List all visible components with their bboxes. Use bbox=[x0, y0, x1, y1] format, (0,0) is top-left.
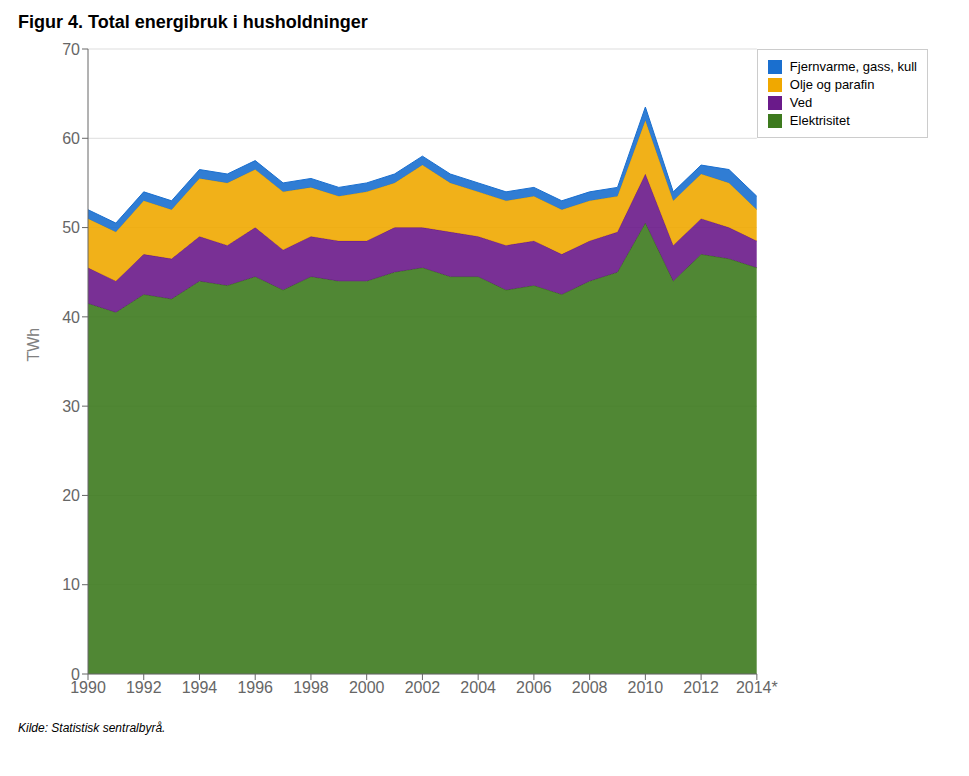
svg-text:1990: 1990 bbox=[70, 679, 106, 697]
svg-text:2002: 2002 bbox=[405, 679, 441, 696]
svg-text:TWh: TWh bbox=[25, 328, 42, 362]
svg-text:2012: 2012 bbox=[683, 679, 719, 696]
svg-text:1998: 1998 bbox=[293, 679, 329, 696]
svg-text:10: 10 bbox=[62, 576, 80, 593]
svg-text:50: 50 bbox=[62, 219, 80, 236]
svg-text:2014*: 2014* bbox=[736, 679, 778, 696]
svg-text:2010: 2010 bbox=[628, 679, 664, 696]
svg-text:70: 70 bbox=[62, 41, 80, 58]
svg-text:0: 0 bbox=[71, 666, 80, 683]
svg-text:2006: 2006 bbox=[516, 679, 552, 696]
svg-text:20: 20 bbox=[62, 487, 80, 504]
html-text:Figur 4. Total energibruk i hu: Figur 4. Total energibruk i husholdninge… bbox=[18, 12, 368, 32]
html-text:Elektrisitet: Elektrisitet bbox=[789, 113, 850, 128]
svg-text:2000: 2000 bbox=[349, 679, 385, 696]
svg-text:30: 30 bbox=[62, 398, 80, 415]
svg-text:60: 60 bbox=[62, 130, 80, 147]
svg-text:1996: 1996 bbox=[237, 679, 273, 696]
html-text:Ved: Ved bbox=[789, 95, 813, 110]
html-text:Olje og parafin: Olje og parafin bbox=[789, 77, 875, 92]
svg-text:1994: 1994 bbox=[182, 679, 218, 696]
svg-text:2008: 2008 bbox=[572, 679, 608, 696]
svg-text:2004: 2004 bbox=[460, 679, 496, 696]
html-text:Kilde: Statistisk sentralbyrå.: Kilde: Statistisk sentralbyrå. bbox=[18, 721, 166, 735]
html-text:Fjernvarme, gass, kull: Fjernvarme, gass, kull bbox=[789, 59, 917, 74]
svg-text:1992: 1992 bbox=[126, 679, 162, 696]
svg-text:40: 40 bbox=[62, 309, 80, 326]
